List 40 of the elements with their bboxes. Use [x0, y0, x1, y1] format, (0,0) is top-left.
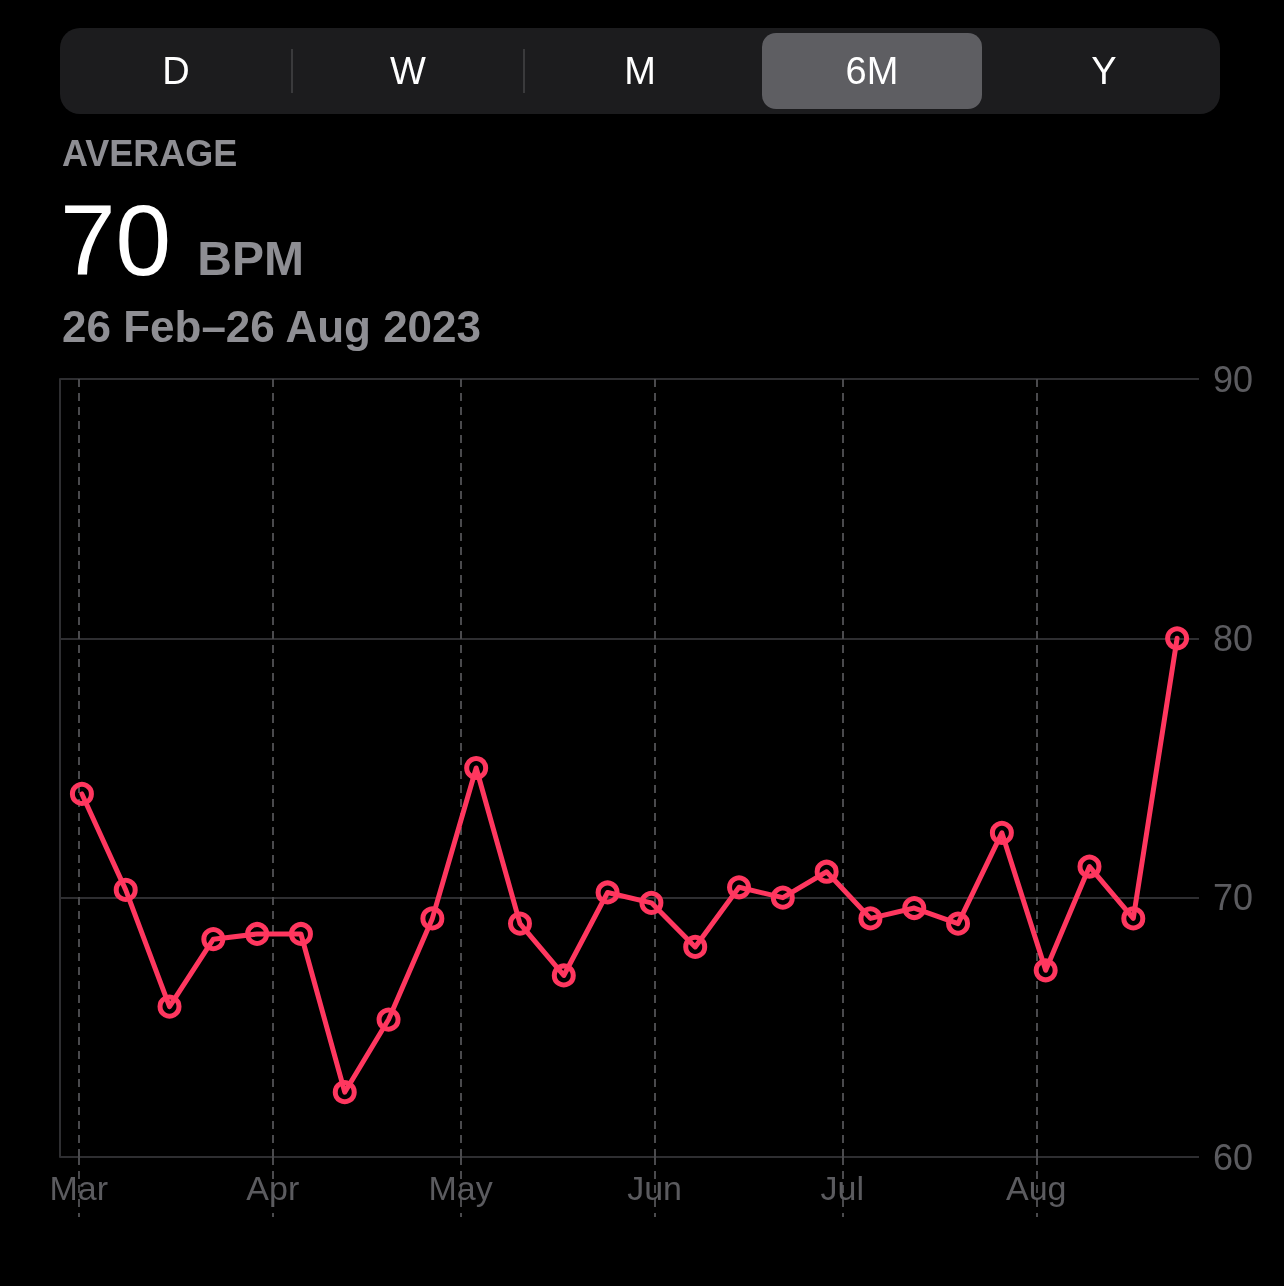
- point: [1033, 958, 1058, 983]
- point: [946, 911, 971, 936]
- point: [157, 994, 182, 1019]
- point: [332, 1080, 357, 1105]
- segmented-control: D W M 6M Y: [60, 28, 1220, 114]
- point: [113, 877, 138, 902]
- point: [464, 756, 489, 780]
- point: [288, 921, 313, 946]
- x-tick-label: Mar: [49, 1169, 109, 1207]
- point: [1121, 906, 1146, 931]
- text: AVERAGE: [62, 133, 238, 174]
- y-tick-label: 80: [1213, 617, 1254, 659]
- point: [858, 906, 883, 931]
- point: [1165, 626, 1190, 651]
- point: [1077, 854, 1102, 879]
- point: [683, 934, 708, 959]
- point: [814, 859, 839, 884]
- point: [69, 781, 94, 806]
- x-tick-label: Jun: [627, 1169, 682, 1207]
- point: [508, 911, 532, 936]
- chart-title: 70 BPM: [60, 184, 304, 296]
- y-tick-label: 90: [1213, 358, 1254, 400]
- point: [595, 880, 620, 905]
- chart-subtitle: 26 Feb–26 Aug 2023: [62, 302, 482, 351]
- point: [551, 963, 576, 988]
- y-tick-label: 60: [1213, 1136, 1254, 1178]
- x-tick-label: May: [428, 1169, 493, 1207]
- point: [989, 820, 1014, 845]
- point: [376, 1007, 401, 1032]
- point: [902, 896, 927, 921]
- point: [770, 885, 795, 910]
- x-tick-label: Jul: [820, 1169, 865, 1207]
- point: [245, 921, 270, 946]
- point: [201, 927, 226, 952]
- x-tick-label: Aug: [1006, 1169, 1067, 1207]
- y-tick-label: 70: [1213, 877, 1254, 919]
- x-tick-label: Apr: [246, 1169, 300, 1207]
- point: [727, 875, 752, 900]
- point: [420, 906, 445, 931]
- point: [639, 890, 664, 915]
